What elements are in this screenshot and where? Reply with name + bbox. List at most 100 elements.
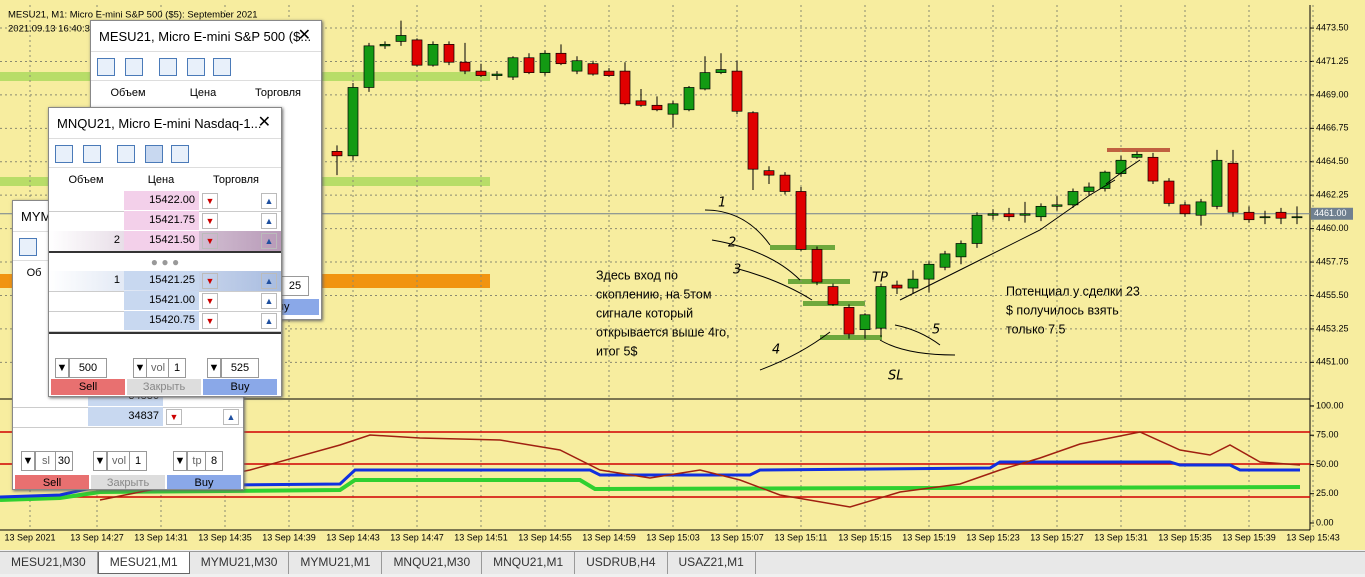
drawn-line (1105, 159, 1141, 185)
tab[interactable]: MYMU21,M1 (289, 552, 383, 574)
close[interactable]: ✕ (257, 114, 271, 131)
ctl-label: sl (35, 451, 57, 471)
close-button[interactable]: Закрыть (91, 475, 165, 489)
ctl-value[interactable]: 1 (129, 451, 147, 471)
tab[interactable]: USDRUB,H4 (575, 552, 668, 574)
close-button[interactable]: Закрыть (127, 379, 201, 395)
spin[interactable]: 25 (281, 276, 309, 296)
window-title: MYM (21, 209, 52, 224)
hand-mark: 2 (728, 236, 736, 251)
ctl-value[interactable]: 8 (205, 451, 223, 471)
x-tick-label: 13 Sep 15:35 (1158, 532, 1212, 542)
candle-body (731, 70, 743, 112)
y-tick-label: 4460.00 (1316, 223, 1349, 233)
candle-body (811, 249, 823, 283)
candle-body (459, 61, 471, 72)
x-tick-label: 13 Sep 14:39 (262, 532, 316, 542)
candle-body (619, 70, 631, 105)
y-tick-label: 0.00 (1316, 517, 1334, 527)
candle-body (1083, 186, 1095, 192)
spin-up[interactable]: ▲ (261, 193, 277, 209)
row: 1 15421.25 ▼ ▲ (49, 271, 281, 292)
price: 15422.00 (124, 191, 199, 210)
candle-body (1051, 204, 1063, 207)
candle-body (923, 263, 935, 280)
ctl-value[interactable]: 500 (69, 358, 107, 378)
y-tick-label: 4471.25 (1316, 56, 1349, 66)
close[interactable]: ✕ (297, 27, 311, 44)
x-tick-label: 13 Sep 15:39 (1222, 532, 1276, 542)
x-tick-label: 13 Sep 15:27 (1030, 532, 1084, 542)
spin-up[interactable]: ▲ (261, 293, 277, 309)
note-line: скоплению, на 5том (596, 287, 711, 301)
ctl-label: vol (146, 358, 170, 378)
spin-up[interactable]: ▲ (261, 313, 277, 329)
tab[interactable]: USAZ21,M1 (668, 552, 756, 574)
x-tick-label: 13 Sep 15:31 (1094, 532, 1148, 542)
candle-body (1035, 205, 1047, 218)
candle-body (667, 103, 679, 115)
candle-body (715, 69, 727, 73)
candle-body (1195, 201, 1207, 216)
candle-body (1227, 162, 1239, 213)
dropdown[interactable]: ▼ (202, 293, 218, 309)
dropdown[interactable]: ▼ (202, 233, 218, 249)
note-line: $ получилось взять (1006, 303, 1119, 317)
x-tick-label: 13 Sep 15:15 (838, 532, 892, 542)
dropdown[interactable]: ▼ (202, 273, 218, 289)
hand-arrows (704, 209, 956, 371)
buy-button[interactable]: Buy (203, 379, 277, 395)
candle-body (1163, 180, 1175, 204)
dropdown[interactable]: ▼ (202, 313, 218, 329)
candle-body (987, 213, 999, 216)
dropdown[interactable]: ▼ (202, 213, 218, 229)
candle-body (411, 39, 423, 66)
spin-up[interactable]: ▲ (261, 273, 277, 289)
ctl-value[interactable]: 1 (168, 358, 186, 378)
sell-button[interactable]: Sell (51, 379, 125, 395)
chart-date: 2021.09.13 16:40:3 (8, 24, 90, 35)
candle-body (859, 314, 871, 331)
candle-body (379, 44, 391, 47)
ctl-value[interactable]: 525 (221, 358, 259, 378)
price: 15421.50 (124, 231, 199, 250)
window-mnq[interactable]: MNQU21, Micro E-mini Nasdaq-1... ✕ Объем … (48, 107, 282, 397)
buy-button[interactable]: Buy (167, 475, 241, 489)
price: 34837 (88, 407, 163, 426)
spin-up[interactable]: ▲ (261, 233, 277, 249)
tab[interactable]: MNQU21,M1 (482, 552, 576, 574)
row: 15422.00 ▼ ▲ (49, 191, 281, 212)
x-tick-label: 13 Sep 15:19 (902, 532, 956, 542)
tab[interactable]: MESU21,M1 (97, 552, 190, 574)
y-tick-label: 4464.50 (1316, 156, 1349, 166)
drawn-line (899, 179, 1116, 301)
candle-body (491, 73, 503, 76)
x-tick-label: 13 Sep 14:47 (390, 532, 444, 542)
spin-up[interactable]: ▲ (261, 213, 277, 229)
x-tick-label: 13 Sep 14:31 (134, 532, 188, 542)
note-line: сигнале который (596, 306, 693, 320)
ctl-value[interactable]: 30 (55, 451, 73, 471)
y-tick-label: 50.00 (1316, 459, 1339, 469)
sell-button[interactable]: Sell (15, 475, 89, 489)
note-line: Здесь вход по (596, 268, 678, 282)
candle-body (475, 70, 487, 76)
price: 15421.25 (124, 271, 199, 290)
col-header: Торговля (213, 174, 259, 186)
candle-body (331, 151, 343, 157)
candle-body (747, 112, 759, 170)
volume: 2 (113, 234, 120, 246)
candle-body (699, 72, 711, 90)
note-line: открывается выше 4го, (596, 325, 730, 339)
tab[interactable]: MNQU21,M30 (382, 552, 483, 574)
note-line: Потенциал у сделки 23 (1006, 284, 1140, 298)
candle-body (443, 44, 455, 63)
y-tick-label: 4453.25 (1316, 323, 1349, 333)
dropdown[interactable]: ▼ (202, 193, 218, 209)
col-header: Цена (147, 174, 175, 186)
tab[interactable]: MYMU21,M30 (190, 552, 290, 574)
tab[interactable]: MESU21,M30 (0, 552, 98, 574)
arrow (734, 267, 813, 301)
price: 15421.75 (124, 211, 199, 230)
